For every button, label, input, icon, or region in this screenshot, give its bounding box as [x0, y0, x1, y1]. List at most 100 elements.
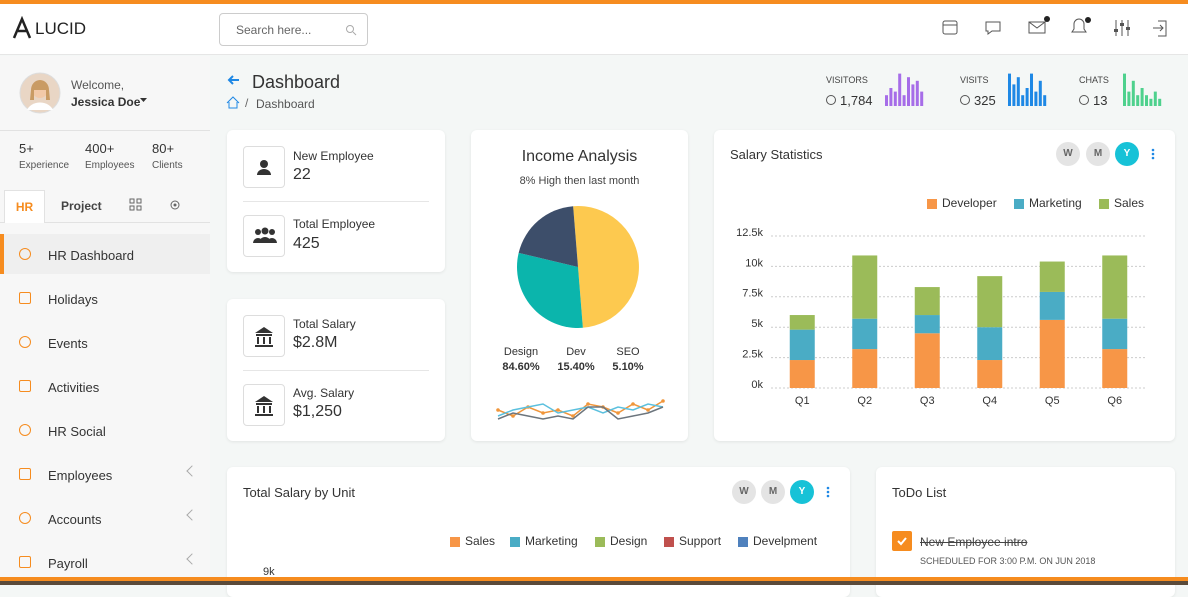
frame-edge	[0, 581, 1188, 585]
caret	[140, 98, 147, 102]
bar-segment	[852, 318, 878, 350]
mini-bar	[1008, 73, 1011, 106]
more-icon[interactable]	[825, 485, 831, 499]
breadcrumb[interactable]: Dashboard	[256, 97, 315, 111]
sparkline-dot	[571, 414, 575, 418]
mini-bar	[1149, 98, 1153, 106]
card-title: ToDo List	[892, 485, 947, 500]
period-button[interactable]: W	[732, 480, 756, 504]
sparkline	[497, 406, 664, 420]
back-arrow[interactable]	[227, 73, 241, 92]
legend-label: Support	[679, 534, 722, 548]
stat-value: 1,784	[840, 93, 873, 108]
home-icon[interactable]: /	[226, 96, 250, 110]
card-label: Total Employee	[293, 217, 376, 231]
checkbox[interactable]	[892, 531, 912, 551]
menu-item[interactable]: HR Dashboard	[48, 248, 134, 263]
tab[interactable]: Project	[61, 199, 102, 213]
menu-icon	[19, 248, 31, 260]
page-title: Dashboard	[252, 72, 341, 92]
card-label: New Employee	[293, 149, 374, 163]
menu-active-bar	[0, 234, 4, 274]
subtitle: 8% High then last month	[519, 175, 640, 187]
bar-segment	[1102, 349, 1128, 388]
x-tick-label: Q2	[857, 395, 872, 407]
stat-icon	[960, 95, 970, 105]
tab-active[interactable]: HR	[4, 190, 45, 223]
todo-card: ToDo List New Employee intro SCHEDULED F…	[876, 467, 1175, 597]
period-button-active[interactable]: Y	[1115, 142, 1139, 166]
divider	[243, 370, 429, 371]
stat-label: CHATS	[1079, 75, 1109, 85]
user-name[interactable]: Jessica Doe	[71, 95, 141, 109]
more-icon[interactable]	[1150, 147, 1156, 161]
menu-item[interactable]: Activities	[48, 380, 100, 395]
sparkline	[497, 400, 664, 417]
bar-segment	[1102, 255, 1128, 319]
sparkline-dot	[631, 402, 635, 406]
y-tick-label: 9k	[263, 566, 275, 578]
legend-swatch	[927, 199, 937, 209]
unit-card: Total Salary by Unit W M Y 9k	[227, 467, 850, 597]
bar-segment	[914, 287, 940, 316]
y-tick-label: 0k	[751, 379, 763, 391]
stat-label: Clients	[152, 160, 183, 171]
todo-note: SCHEDULED FOR 3:00 P.M. ON JUN 2018	[920, 556, 1096, 566]
stat-icon	[1079, 95, 1089, 105]
stat-label: Experience	[19, 160, 70, 171]
card-value: $1,250	[293, 403, 342, 420]
sparkline-dot	[661, 399, 665, 403]
menu-item[interactable]: HR Social	[48, 424, 106, 439]
stat-value: 325	[974, 93, 996, 108]
welcome: Welcome,	[71, 78, 125, 92]
menu-icon	[19, 336, 31, 348]
header-icons[interactable]	[935, 16, 1175, 44]
menu-active-bg	[0, 234, 210, 274]
pie-legend-name: SEO	[616, 346, 640, 358]
mini-bar	[1043, 95, 1047, 106]
period-button[interactable]: M	[1086, 142, 1110, 166]
card-title: Income Analysis	[521, 148, 638, 165]
legend-swatch	[1014, 199, 1024, 209]
sparkline-dot	[556, 408, 560, 412]
stat-label: VISITORS	[826, 75, 868, 85]
mini-bar	[1136, 95, 1140, 106]
card-value: 425	[293, 235, 320, 252]
sparkline	[497, 403, 664, 417]
mini-bar	[1158, 98, 1162, 106]
pie-legend-value: 5.10%	[612, 361, 643, 373]
pie-legend-name: Dev	[566, 346, 586, 358]
legend-label: Marketing	[1029, 196, 1082, 210]
mini-bar	[1123, 73, 1126, 106]
frame-top	[0, 0, 1188, 4]
tab-icons[interactable]	[128, 197, 188, 213]
divider	[0, 130, 210, 131]
mini-bar	[920, 91, 924, 106]
pie-legend-value: 15.40%	[557, 361, 595, 373]
menu-item[interactable]: Events	[48, 336, 88, 351]
search-box[interactable]: Search here...	[219, 13, 368, 46]
legend-swatch	[510, 537, 520, 547]
mini-bar	[1016, 77, 1020, 106]
y-tick-label: 12.5k	[736, 227, 763, 239]
mini-bar	[1145, 95, 1148, 106]
mini-bar	[1012, 84, 1016, 106]
period-button[interactable]: M	[761, 480, 785, 504]
menu-item[interactable]: Accounts	[48, 512, 102, 527]
menu-item[interactable]: Employees	[48, 468, 113, 483]
menu-icon	[19, 556, 31, 568]
sparkline-dot	[511, 414, 515, 418]
card-label: Avg. Salary	[293, 386, 355, 400]
period-button-active[interactable]: Y	[790, 480, 814, 504]
menu-item[interactable]: Holidays	[48, 292, 98, 307]
mini-bar	[889, 88, 893, 106]
card-title: Salary Statistics	[730, 147, 823, 162]
topbar: LUCID Search here...	[0, 4, 1188, 55]
x-tick-label: Q5	[1045, 395, 1060, 407]
card-label: Total Salary	[293, 317, 356, 331]
bar-segment	[789, 360, 815, 388]
menu-item[interactable]: Payroll	[48, 556, 88, 571]
icon-box	[243, 215, 285, 257]
card-value: 22	[293, 166, 311, 183]
period-button[interactable]: W	[1056, 142, 1080, 166]
